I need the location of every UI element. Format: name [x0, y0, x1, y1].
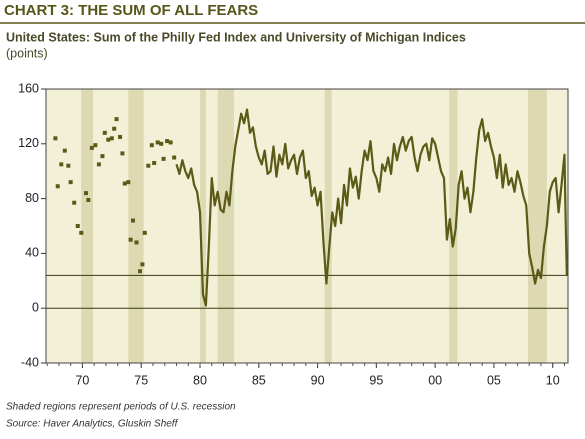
data-point	[149, 143, 154, 148]
data-point	[53, 136, 58, 141]
data-point	[75, 224, 80, 228]
x-tick-label: 85	[252, 373, 266, 387]
x-tick-label: 10	[546, 373, 560, 387]
y-axis-label: (points)	[6, 46, 48, 60]
data-point	[96, 162, 101, 167]
recession-band	[324, 89, 332, 363]
data-point	[102, 130, 107, 135]
data-point	[66, 163, 71, 168]
plot-background	[46, 89, 568, 363]
data-point	[138, 269, 143, 274]
data-point	[122, 181, 127, 186]
recession-band	[200, 89, 206, 363]
data-point	[161, 156, 166, 161]
data-point	[131, 218, 135, 223]
data-point	[55, 184, 60, 189]
data-point	[79, 230, 84, 235]
x-tick-label: 80	[193, 373, 207, 387]
plot-area: -40 0 40 80 120 160 70 75 80 85 90 95 00 05 10	[18, 81, 569, 387]
data-point	[134, 240, 139, 245]
data-point	[140, 262, 145, 267]
x-tick-label: 70	[75, 373, 89, 387]
data-line	[175, 108, 568, 307]
data-point	[128, 237, 133, 242]
y-tick-label: 160	[18, 81, 39, 95]
y-tick-label: 0	[32, 300, 39, 314]
data-point	[142, 230, 147, 235]
data-point	[165, 139, 170, 144]
y-tick-label: -40	[21, 355, 39, 369]
data-point	[86, 197, 91, 202]
y-tick-label: 40	[25, 246, 39, 260]
x-tick-label: 90	[311, 373, 325, 387]
data-point	[89, 145, 94, 150]
data-point	[106, 137, 111, 142]
chart-subtitle: United States: Sum of the Philly Fed Ind…	[6, 30, 466, 44]
data-point	[118, 134, 123, 139]
x-tick-label: 00	[428, 373, 442, 387]
data-point	[159, 141, 164, 146]
footnote: Shaded regions represent periods of U.S.…	[6, 402, 236, 413]
y-tick-label: 120	[18, 136, 39, 150]
data-point	[155, 140, 160, 145]
recession-band	[528, 89, 547, 363]
chart-title: CHART 3: THE SUM OF ALL FEARS	[4, 2, 258, 19]
data-point	[93, 143, 98, 148]
x-tick-label: 05	[487, 373, 501, 387]
data-point	[114, 117, 119, 122]
data-point	[152, 160, 157, 165]
data-point	[72, 200, 77, 205]
x-tick-label: 75	[134, 373, 148, 387]
recession-band	[128, 89, 144, 363]
data-point	[120, 151, 125, 156]
data-point	[62, 148, 67, 153]
data-point	[68, 180, 73, 185]
data-point	[83, 191, 88, 196]
recession-band	[217, 89, 235, 363]
data-point	[126, 180, 131, 185]
data-point	[100, 154, 105, 159]
data-point	[146, 163, 151, 168]
plot-frame	[45, 88, 569, 364]
source-note: Source: Haver Analytics, Gluskin Sheff	[6, 419, 179, 430]
data-point	[168, 140, 173, 145]
recession-band	[81, 89, 94, 363]
data-point	[59, 162, 64, 167]
data-point	[172, 155, 177, 160]
y-tick-label: 80	[25, 191, 39, 205]
recession-band	[449, 89, 458, 363]
x-tick-label: 95	[369, 373, 383, 387]
data-point	[109, 136, 114, 141]
data-point	[112, 126, 117, 131]
